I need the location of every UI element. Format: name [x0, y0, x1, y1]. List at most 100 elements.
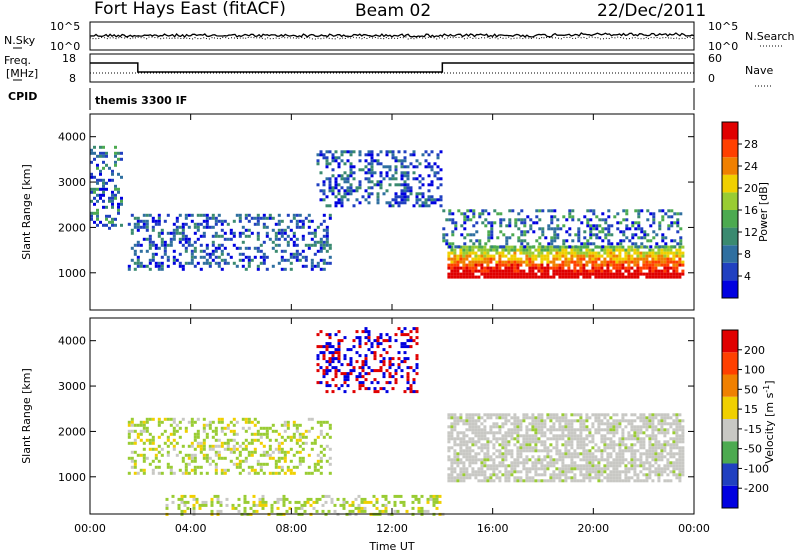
power-cell-f2 — [271, 228, 275, 232]
velocity-cell-f1 — [154, 465, 158, 469]
power-cell-f4 — [331, 168, 335, 172]
power-cell-f0 — [597, 275, 601, 279]
power-cell-f1 — [661, 215, 665, 219]
power-cell-f1 — [664, 212, 668, 216]
power-cell-f0 — [468, 251, 472, 255]
velocity-cell-f2 — [388, 366, 392, 370]
power-cell-f4 — [400, 174, 404, 178]
power-cell-f1 — [553, 230, 557, 234]
power-cell-f0 — [585, 263, 589, 267]
power-cell-f2 — [283, 249, 287, 253]
velocity-cell-f1 — [184, 429, 188, 433]
power-cell-f0 — [573, 260, 577, 264]
velocity-cell-f0 — [672, 428, 676, 432]
velocity-cell-f2 — [397, 366, 401, 370]
power-cell-f2 — [265, 216, 269, 220]
power-cell-f0 — [624, 251, 628, 255]
power-cell-f0 — [540, 251, 544, 255]
velocity-cell-f0 — [513, 458, 517, 462]
velocity-cell-f0 — [537, 437, 541, 441]
power-cell-f0 — [480, 251, 484, 255]
velocity-cell-f0 — [612, 425, 616, 429]
power-cell-f0 — [510, 254, 514, 258]
velocity-cell-f0 — [666, 473, 670, 477]
velocity-cell-f0 — [672, 431, 676, 435]
power-cell-f0 — [549, 266, 553, 270]
power-cell-f2 — [301, 219, 305, 223]
power-cell-f4 — [316, 183, 320, 187]
velocity-cell-f0 — [477, 446, 481, 450]
velocity-cell-f1 — [172, 444, 176, 448]
power-cell-f0 — [555, 272, 559, 276]
velocity-cell-f0 — [591, 446, 595, 450]
power-cell-f2 — [304, 243, 308, 247]
power-cell-f4 — [340, 153, 344, 157]
power-cell-f0 — [546, 272, 550, 276]
velocity-cell-f3 — [282, 500, 286, 504]
power-cell-f0 — [522, 248, 526, 252]
power-cell-f0 — [648, 260, 652, 264]
velocity-cell-f1 — [136, 423, 140, 427]
power-cell-f4 — [349, 189, 353, 193]
power-cell-f2 — [151, 225, 155, 229]
power-cell-f4 — [334, 156, 338, 160]
velocity-cell-f1 — [160, 471, 164, 475]
power-cell-f4 — [430, 168, 434, 172]
power-cell-f2 — [298, 213, 302, 217]
power-cell-f4 — [373, 171, 377, 175]
velocity-cell-f0 — [564, 455, 568, 459]
velocity-cell-f2 — [334, 333, 338, 337]
velocity-cell-f3 — [435, 497, 439, 501]
power-cell-f0 — [591, 248, 595, 252]
power-cell-f2 — [184, 240, 188, 244]
power-cell-f2 — [181, 234, 185, 238]
velocity-cell-f0 — [519, 425, 523, 429]
velocity-cell-f0 — [549, 479, 553, 483]
velocity-cell-f3 — [243, 506, 247, 510]
velocity-cell-f0 — [570, 455, 574, 459]
velocity-cell-f2 — [406, 372, 410, 376]
velocity-cell-f0 — [519, 479, 523, 483]
power-cell-f0 — [498, 260, 502, 264]
velocity-cell-f1 — [142, 423, 146, 427]
velocity-cell-f0 — [600, 455, 604, 459]
velocity-cell-f3 — [204, 500, 208, 504]
velocity-cell-f1 — [259, 468, 263, 472]
colorbar-swatch — [722, 352, 738, 375]
velocity-cell-f0 — [528, 476, 532, 480]
power-cell-f1 — [652, 236, 656, 240]
velocity-cell-f0 — [564, 413, 568, 417]
velocity-cell-f2 — [352, 339, 356, 343]
power-cell-f1 — [616, 221, 620, 225]
velocity-cell-f1 — [178, 420, 182, 424]
velocity-cell-f0 — [681, 446, 685, 450]
power-cell-f1 — [604, 236, 608, 240]
power-cell-f0 — [618, 263, 622, 267]
power-cell-f0 — [480, 260, 484, 264]
power-cell-f0 — [567, 269, 571, 273]
velocity-cell-f1 — [295, 465, 299, 469]
power-cell-f4 — [370, 192, 374, 196]
power-cell-f2 — [190, 255, 194, 259]
noise-tick-bottom-right: 10^0 — [708, 40, 738, 53]
power-cell-f0 — [498, 272, 502, 276]
power-cell-f3 — [117, 190, 120, 194]
power-cell-f3 — [90, 172, 93, 176]
velocity-cell-f1 — [193, 438, 197, 442]
velocity-cell-f1 — [235, 441, 239, 445]
power-cell-f0 — [480, 254, 484, 258]
velocity-cell-f0 — [651, 449, 655, 453]
velocity-cell-f0 — [453, 440, 457, 444]
velocity-cell-f2 — [337, 354, 341, 358]
velocity-cell-f0 — [615, 479, 619, 483]
velocity-cell-f0 — [582, 425, 586, 429]
velocity-cell-f0 — [672, 413, 676, 417]
power-cell-f2 — [220, 228, 224, 232]
velocity-cell-f2 — [412, 327, 416, 331]
velocity-cell-f0 — [534, 434, 538, 438]
velocity-cell-f0 — [603, 467, 607, 471]
velocity-cell-f0 — [537, 449, 541, 453]
velocity-cell-f3 — [375, 506, 379, 510]
velocity-cell-f0 — [447, 416, 451, 420]
